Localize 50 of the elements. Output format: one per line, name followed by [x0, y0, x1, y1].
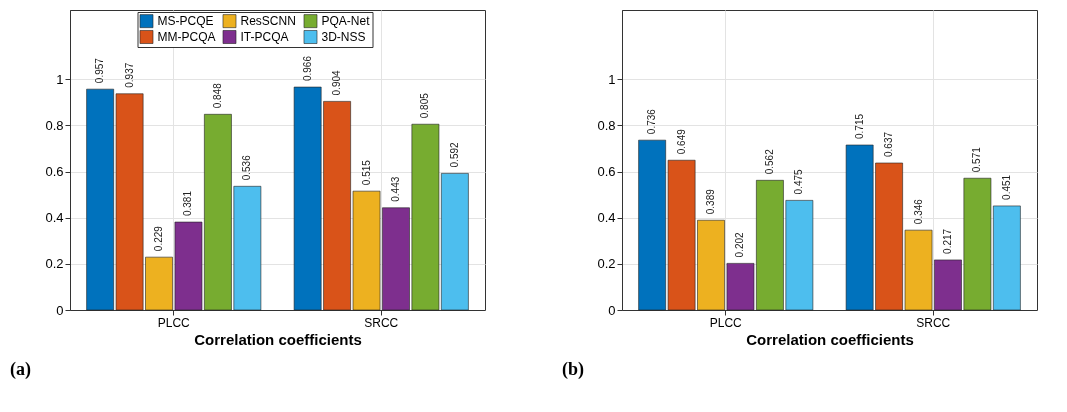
- data-label: 0.571: [971, 146, 983, 173]
- x-axis-title: Correlation coefficients: [194, 330, 362, 348]
- x-tick-label: PLCC: [157, 315, 191, 330]
- legend-label: ResSCNN: [240, 14, 296, 29]
- legend-label: MS-PCQE: [157, 14, 214, 29]
- data-label: 0.475: [793, 168, 805, 195]
- data-label: 0.389: [705, 188, 717, 215]
- legend-label: PQA-Net: [321, 14, 371, 29]
- y-tick-label: 0.4: [45, 210, 64, 226]
- data-label: 0.957: [94, 57, 106, 84]
- y-tick-label: 0.2: [597, 256, 616, 272]
- data-label: 0.848: [211, 82, 223, 109]
- x-tick-label: PLCC: [709, 315, 743, 330]
- y-tick-label: 0.4: [597, 210, 616, 226]
- text: (b): [561, 359, 584, 380]
- x-tick-label: SRCC: [364, 315, 399, 330]
- legend-label: 3D-NSS: [321, 30, 366, 44]
- data-label: 0.562: [763, 148, 775, 175]
- data-label: 0.229: [153, 225, 165, 252]
- y-tick-label: 0: [56, 302, 64, 318]
- data-label: 0.202: [734, 231, 746, 258]
- data-label: 0.715: [853, 113, 865, 139]
- y-tick-label: 1: [56, 71, 64, 87]
- x-axis-title: Correlation coefficients: [746, 330, 914, 348]
- text: (a): [9, 359, 31, 380]
- data-label: 0.966: [301, 55, 313, 82]
- y-tick-label: 0.8: [597, 117, 616, 133]
- data-label: 0.736: [646, 108, 658, 135]
- data-label: 0.805: [419, 92, 431, 119]
- data-label: 0.515: [360, 159, 372, 186]
- legend-label: IT-PCQA: [240, 30, 289, 44]
- y-tick-label: 0.6: [45, 164, 64, 180]
- x-tick-label: SRCC: [916, 315, 951, 330]
- data-label: 0.443: [389, 176, 401, 202]
- legend-label: MM-PCQA: [157, 30, 216, 44]
- data-label: 0.637: [883, 131, 895, 157]
- y-tick-label: 1: [608, 71, 616, 87]
- data-label: 0.536: [241, 154, 253, 181]
- y-tick-label: 0.2: [45, 256, 64, 272]
- data-label: 0.346: [912, 198, 924, 225]
- y-tick-label: 0.6: [597, 164, 616, 180]
- data-label: 0.381: [182, 190, 194, 217]
- data-label: 0.937: [123, 62, 135, 88]
- y-tick-label: 0.8: [45, 117, 64, 133]
- data-label: 0.649: [675, 128, 687, 155]
- data-label: 0.451: [1000, 174, 1012, 200]
- data-label: 0.592: [448, 141, 460, 168]
- y-tick-label: 0: [608, 302, 616, 318]
- data-label: 0.217: [941, 228, 953, 254]
- data-label: 0.904: [331, 69, 343, 96]
